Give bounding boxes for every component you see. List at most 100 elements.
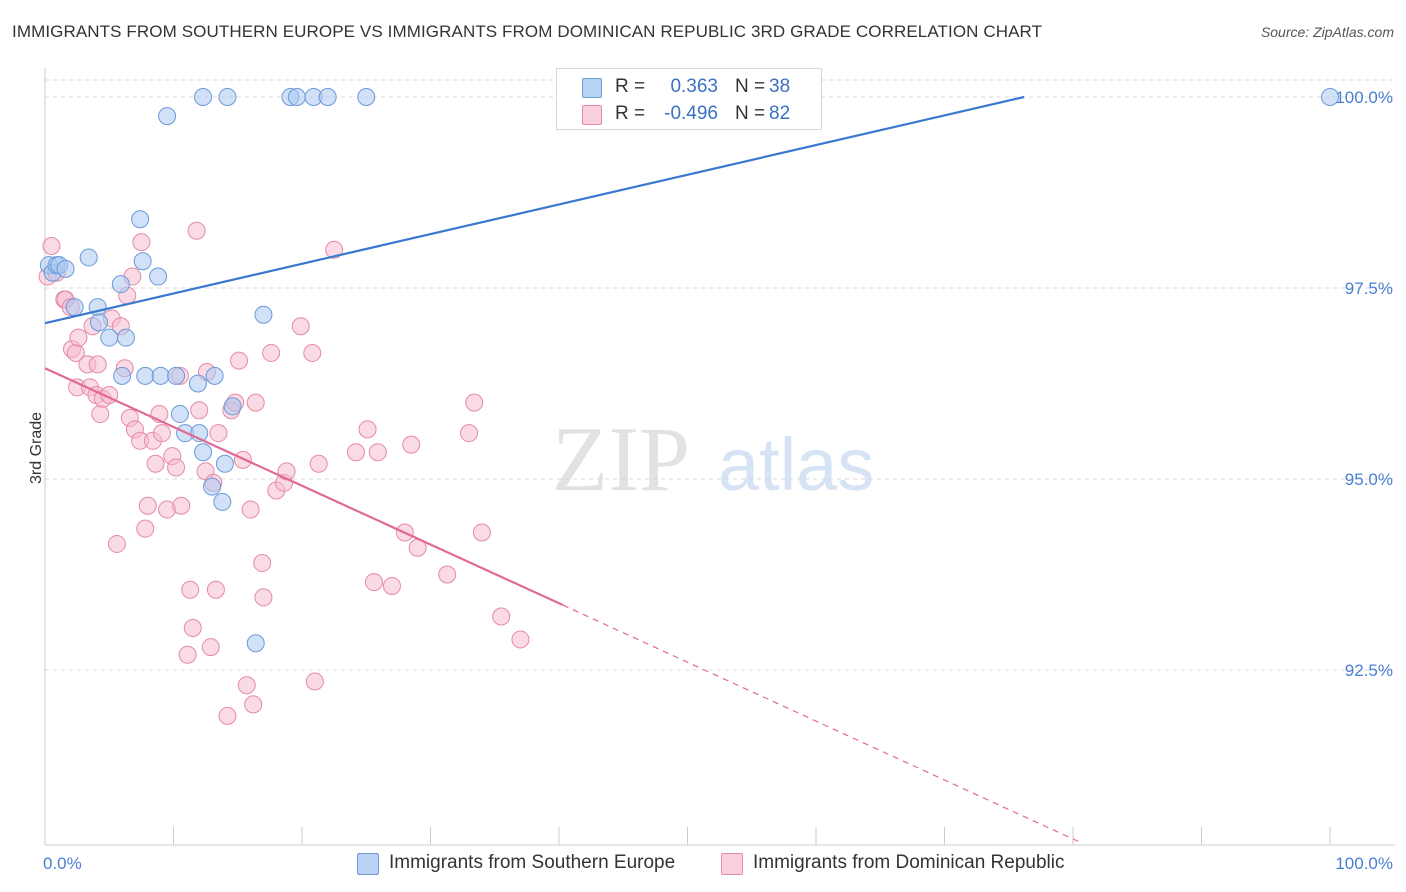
bottom-legend-label: Immigrants from Dominican Republic	[753, 852, 1065, 873]
watermark-atlas: atlas	[718, 423, 874, 506]
legend-swatch-pink	[582, 105, 602, 125]
pink-data-point	[218, 706, 237, 725]
blue-data-point	[133, 252, 152, 271]
blue-data-point	[65, 298, 84, 317]
blue-data-point	[218, 88, 237, 106]
pink-data-point	[138, 496, 157, 515]
legend-n-label: N =	[735, 76, 766, 97]
pink-data-point	[88, 355, 107, 374]
blue-data-point	[287, 88, 306, 106]
pink-data-point	[183, 618, 202, 637]
blue-data-point	[111, 275, 130, 294]
blue-data-point	[100, 328, 119, 347]
pink-data-point	[181, 580, 200, 599]
pink-data-point	[303, 343, 322, 362]
blue-data-point	[254, 305, 273, 324]
blue-data-point	[89, 313, 108, 332]
pink-data-point	[364, 573, 383, 592]
pink-data-point	[91, 405, 110, 424]
blue-data-point	[131, 210, 150, 229]
pink-data-point	[492, 607, 511, 626]
blue-data-point	[167, 366, 186, 385]
blue-data-point	[1321, 88, 1339, 106]
watermark: ZIP atlas	[552, 408, 874, 510]
legend-n-value: 82	[769, 103, 791, 124]
pink-data-point	[254, 588, 273, 607]
blue-data-point	[215, 454, 234, 473]
pink-data-point	[209, 424, 228, 443]
series-southern-europe	[39, 88, 1339, 653]
pink-data-point	[438, 565, 457, 584]
legend-r-label: R =	[615, 103, 646, 124]
pink-data-point	[305, 672, 324, 691]
pink-data-point	[460, 424, 479, 443]
pink-data-point	[69, 328, 88, 347]
blue-data-point	[116, 328, 135, 347]
pink-data-point	[230, 351, 249, 370]
pink-data-point	[277, 462, 296, 481]
blue-data-point	[79, 248, 98, 267]
pink-data-point	[382, 576, 401, 595]
bottom-legend-swatch-pink	[721, 853, 743, 875]
pink-data-point	[190, 401, 209, 420]
pink-data-point	[246, 393, 265, 412]
blue-data-point	[113, 366, 132, 385]
blue-data-point	[318, 88, 337, 106]
pink-data-point	[511, 630, 530, 649]
pink-data-point	[325, 240, 344, 259]
bottom-legend-swatch-blue	[357, 853, 379, 875]
pink-data-point	[368, 443, 387, 462]
pink-data-point	[206, 580, 225, 599]
pink-data-point	[309, 454, 328, 473]
gridlines	[45, 79, 1395, 671]
blue-data-point	[170, 405, 189, 424]
pink-data-point	[201, 638, 220, 657]
bottom-legend-label: Immigrants from Southern Europe	[389, 852, 676, 873]
source-credit: Source: ZipAtlas.com	[1260, 24, 1394, 40]
pink-data-point	[472, 523, 491, 542]
blue-trend-line	[44, 95, 1025, 325]
pink-data-point	[172, 496, 191, 515]
blue-data-point	[149, 267, 168, 286]
pink-data-point	[241, 500, 260, 519]
pink-data-point	[346, 443, 365, 462]
pink-data-point	[136, 519, 155, 538]
y-tick-label: 95.0%	[1345, 470, 1393, 489]
pink-data-point	[107, 534, 126, 553]
blue-data-point	[205, 366, 224, 385]
legend-n-label: N =	[735, 103, 766, 124]
blue-data-point	[203, 477, 222, 496]
pink-data-point	[291, 317, 310, 336]
correlation-legend: R = 0.363 N = 38 R = -0.496 N = 82	[556, 68, 822, 130]
pink-data-point	[178, 645, 197, 664]
blue-data-point	[136, 366, 155, 385]
blue-data-point	[194, 443, 213, 462]
pink-trend-extension	[562, 604, 1080, 843]
pink-data-point	[187, 221, 206, 240]
pink-data-point	[402, 435, 421, 454]
series-dominican-republic	[38, 221, 530, 725]
y-tick-label: 97.5%	[1345, 279, 1393, 298]
pink-data-point	[358, 420, 377, 439]
blue-data-point	[223, 397, 242, 416]
blue-data-point	[357, 88, 376, 106]
blue-data-point	[188, 374, 207, 393]
pink-data-point	[253, 554, 272, 573]
blue-data-point	[158, 107, 177, 126]
x-tick-label: 0.0%	[43, 854, 82, 873]
blue-data-point	[213, 492, 232, 511]
tick-labels: 100.0% 97.5% 95.0% 92.5% 0.0% 100.0%	[43, 88, 1393, 873]
blue-data-point	[56, 259, 75, 278]
pink-data-point	[42, 236, 61, 255]
pink-data-point	[167, 458, 186, 477]
legend-r-value: -0.496	[664, 103, 718, 124]
axes	[44, 68, 1395, 846]
legend-r-label: R =	[615, 76, 646, 97]
blue-data-point	[194, 88, 213, 106]
legend-n-value: 38	[769, 76, 791, 97]
pink-data-point	[465, 393, 484, 412]
pink-data-point	[244, 695, 263, 714]
pink-data-point	[262, 343, 281, 362]
watermark-zip: ZIP	[552, 408, 690, 510]
pink-trend-line	[44, 367, 564, 607]
